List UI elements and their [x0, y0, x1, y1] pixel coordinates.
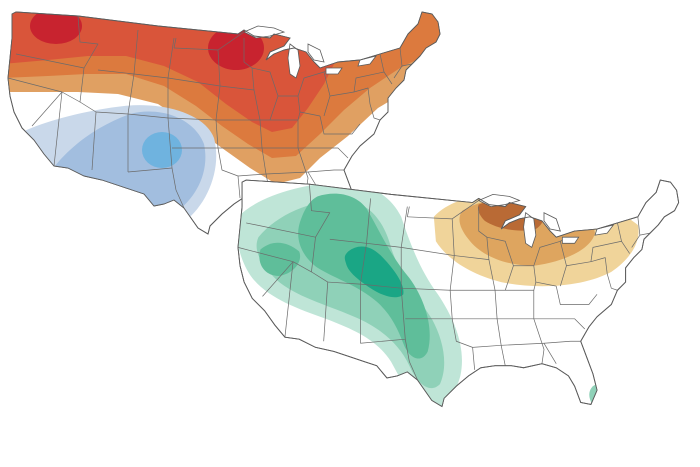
wet-florida-1: [589, 383, 612, 407]
precipitation-outlook-map: [237, 179, 680, 408]
warm-core-west: [30, 12, 82, 44]
warm-core-north: [208, 26, 264, 70]
wet-florida-2: [597, 393, 608, 407]
cool-core: [142, 132, 182, 168]
wet-band-4: [259, 242, 301, 276]
wet-core: [344, 246, 404, 298]
